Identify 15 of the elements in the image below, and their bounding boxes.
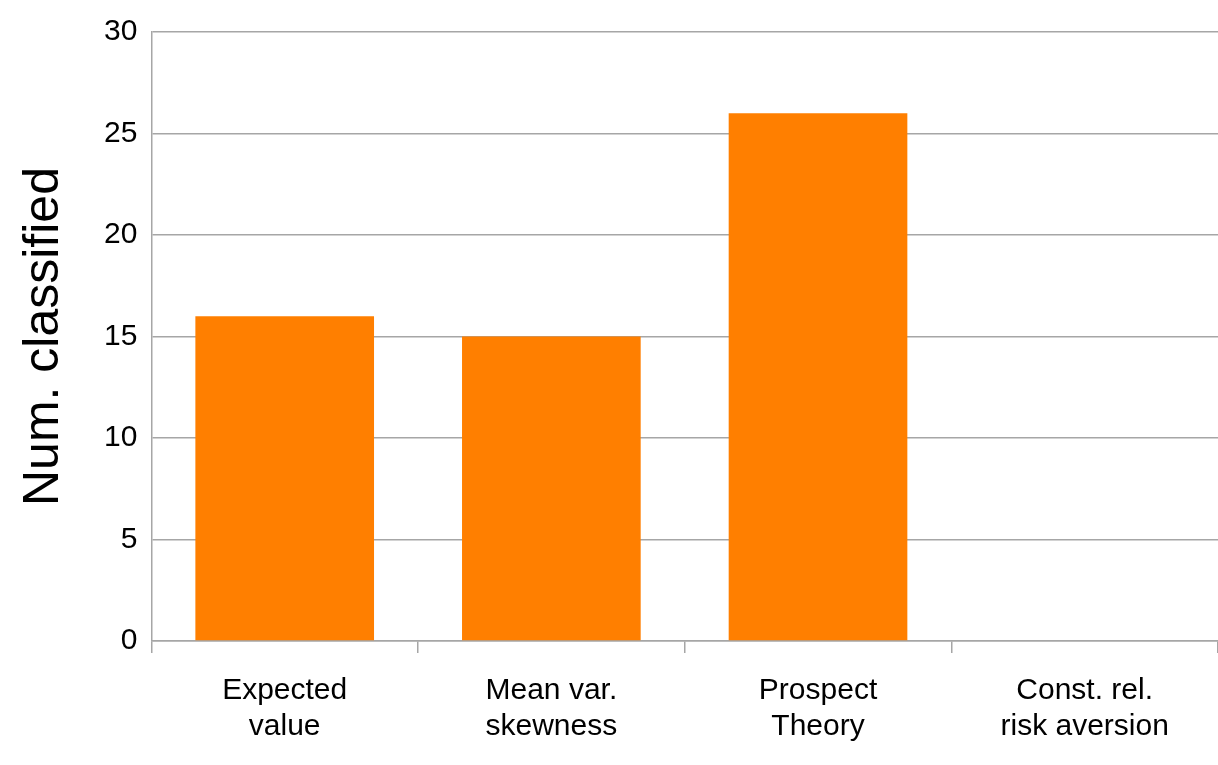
y-tick-label: 0 bbox=[120, 622, 138, 656]
x-tick-label: Expected value bbox=[222, 672, 348, 742]
bar bbox=[728, 113, 908, 641]
y-tick-label: 20 bbox=[103, 216, 138, 250]
x-tick-label: Mean var. skewness bbox=[485, 672, 618, 742]
bar bbox=[195, 316, 375, 641]
bar bbox=[462, 336, 641, 641]
y-axis-title: Num. classified bbox=[12, 167, 69, 506]
y-tick-label: 30 bbox=[103, 13, 138, 47]
x-tick-label: Prospect Theory bbox=[758, 672, 878, 742]
y-tick-label: 10 bbox=[103, 419, 138, 453]
y-tick-label: 25 bbox=[103, 114, 138, 148]
y-tick-label: 5 bbox=[120, 520, 138, 554]
y-tick-label: 15 bbox=[103, 317, 138, 351]
x-tick-label: Const. rel. risk aversion bbox=[1000, 672, 1169, 742]
